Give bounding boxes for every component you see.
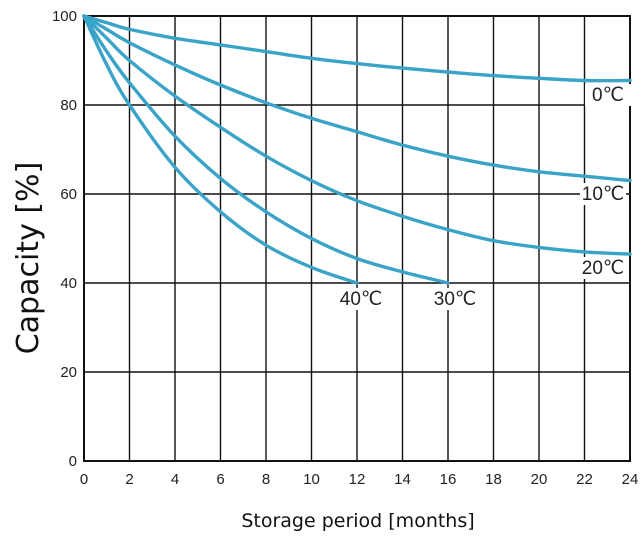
plot-border xyxy=(83,15,631,462)
y-tick-label: 60 xyxy=(60,186,77,203)
y-tick-label: 100 xyxy=(52,8,77,25)
series-line-0 xyxy=(82,14,632,83)
x-tick-label: 8 xyxy=(262,471,270,488)
x-tick-label: 12 xyxy=(349,471,366,488)
y-tick-label: 20 xyxy=(60,364,77,381)
x-tick-label: 16 xyxy=(440,471,457,488)
x-tick-label: 2 xyxy=(125,471,133,488)
curve-label-3: 30℃ xyxy=(434,289,476,310)
curve-label-1: 10℃ xyxy=(582,184,624,205)
x-tick-label: 6 xyxy=(216,471,224,488)
y-tick-label: 0 xyxy=(69,453,77,470)
curve-label-0: 0℃ xyxy=(592,85,624,106)
curve-label-backdrop xyxy=(338,288,384,310)
series-line-3 xyxy=(82,14,450,285)
chart-series xyxy=(82,14,632,285)
y-tick-label: 80 xyxy=(60,97,77,114)
x-tick-label: 14 xyxy=(394,471,411,488)
x-axis-label: Storage period [months] xyxy=(241,510,474,532)
series-line-1 xyxy=(82,14,632,183)
x-tick-label: 10 xyxy=(303,471,320,488)
curve-labels: 0℃ 10℃ 20℃ 30℃ 40℃ xyxy=(338,84,631,310)
series-line-2 xyxy=(82,14,632,256)
x-tick-label: 0 xyxy=(80,471,88,488)
curve-label-4: 40℃ xyxy=(340,289,382,310)
y-tick-labels: 0 20 40 60 80 100 xyxy=(52,8,77,470)
x-tick-label: 18 xyxy=(485,471,502,488)
x-tick-labels: 0 2 4 6 8 10 12 14 16 18 20 22 24 xyxy=(80,471,639,488)
x-tick-label: 24 xyxy=(622,471,639,488)
x-tick-label: 4 xyxy=(171,471,179,488)
curve-label-backdrop xyxy=(585,84,631,106)
x-tick-label: 20 xyxy=(531,471,548,488)
y-axis-label: Capacity [%] xyxy=(11,162,46,355)
x-tick-label: 22 xyxy=(576,471,593,488)
curve-label-2: 20℃ xyxy=(582,258,624,279)
curve-label-backdrop xyxy=(580,183,626,205)
chart-grid xyxy=(83,15,631,462)
curve-label-backdrop xyxy=(432,288,478,310)
series-line-4 xyxy=(82,14,359,285)
curve-label-backdrop xyxy=(580,257,626,279)
y-tick-label: 40 xyxy=(60,275,77,292)
